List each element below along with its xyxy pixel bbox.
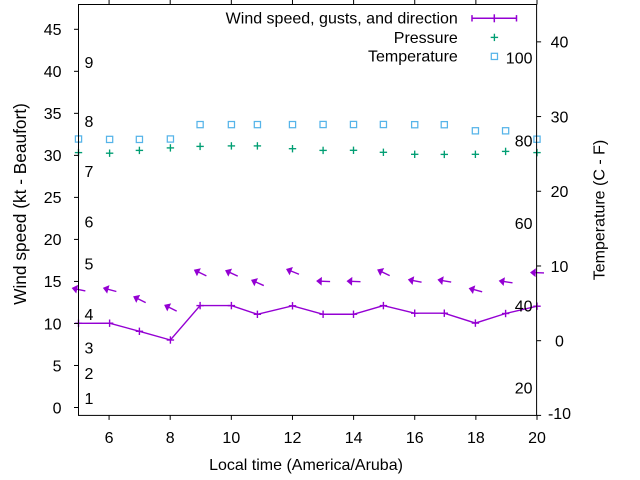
svg-text:6: 6 <box>85 215 94 232</box>
svg-text:0: 0 <box>53 400 62 417</box>
svg-text:-10: -10 <box>548 406 571 423</box>
svg-text:1: 1 <box>85 391 94 408</box>
svg-text:6: 6 <box>105 430 114 447</box>
svg-text:80: 80 <box>515 134 533 151</box>
svg-text:14: 14 <box>345 430 363 447</box>
svg-text:4: 4 <box>85 307 94 324</box>
svg-text:15: 15 <box>44 274 62 291</box>
svg-text:40: 40 <box>551 35 569 52</box>
svg-text:3: 3 <box>85 341 94 358</box>
svg-text:10: 10 <box>551 259 569 276</box>
svg-text:0: 0 <box>555 333 564 350</box>
svg-text:9: 9 <box>85 55 94 72</box>
svg-text:25: 25 <box>44 190 62 207</box>
svg-text:Temperature: Temperature <box>368 49 458 66</box>
svg-text:20: 20 <box>528 430 546 447</box>
svg-text:Local time (America/Aruba): Local time (America/Aruba) <box>209 457 403 474</box>
svg-text:100: 100 <box>506 50 533 67</box>
svg-text:20: 20 <box>551 184 569 201</box>
svg-text:5: 5 <box>85 257 94 274</box>
svg-text:8: 8 <box>85 114 94 131</box>
svg-text:Pressure: Pressure <box>394 30 458 47</box>
svg-text:Temperature (C - F): Temperature (C - F) <box>592 140 609 280</box>
svg-text:12: 12 <box>284 430 302 447</box>
svg-text:5: 5 <box>53 358 62 375</box>
svg-text:10: 10 <box>44 316 62 333</box>
svg-text:45: 45 <box>44 22 62 39</box>
svg-text:35: 35 <box>44 106 62 123</box>
svg-text:8: 8 <box>166 430 175 447</box>
svg-text:7: 7 <box>85 164 94 181</box>
svg-text:20: 20 <box>515 381 533 398</box>
svg-text:Wind speed (kt - Beaufort): Wind speed (kt - Beaufort) <box>10 103 30 305</box>
svg-text:10: 10 <box>222 430 240 447</box>
svg-text:20: 20 <box>44 232 62 249</box>
svg-text:40: 40 <box>515 298 533 315</box>
svg-text:30: 30 <box>551 109 569 126</box>
svg-text:2: 2 <box>85 366 94 383</box>
svg-text:Wind speed, gusts, and directi: Wind speed, gusts, and direction <box>226 11 458 28</box>
svg-text:16: 16 <box>406 430 424 447</box>
svg-text:18: 18 <box>467 430 485 447</box>
svg-text:40: 40 <box>44 64 62 81</box>
svg-text:60: 60 <box>515 216 533 233</box>
svg-text:30: 30 <box>44 148 62 165</box>
